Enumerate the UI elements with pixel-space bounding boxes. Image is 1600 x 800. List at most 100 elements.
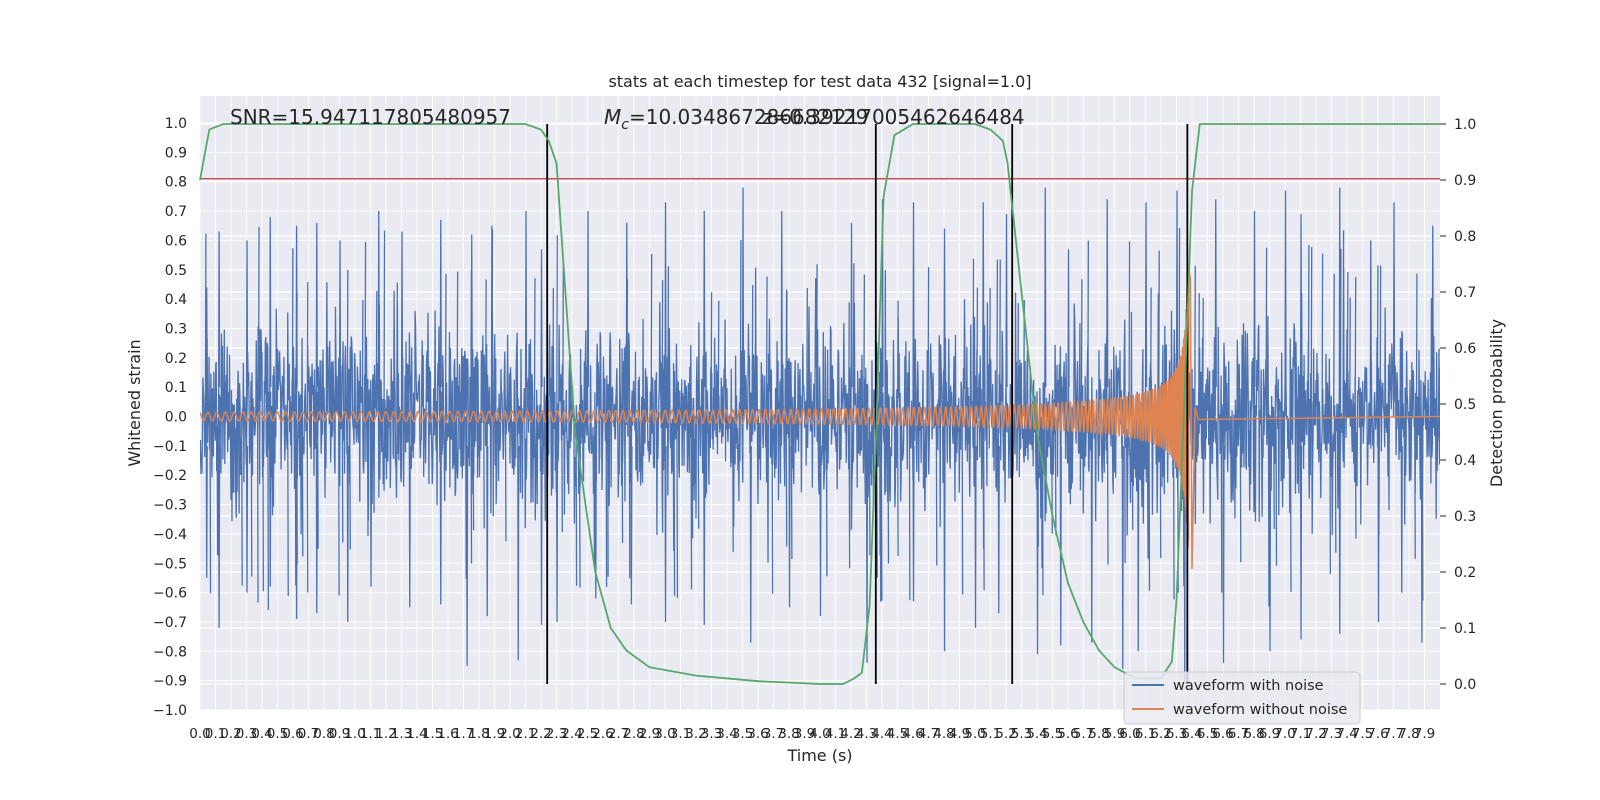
x-tick-19: 1.9 — [484, 726, 505, 742]
x-tick-17: 1.7 — [453, 726, 474, 742]
y-left-tick-15: 0.5 — [165, 263, 187, 279]
y-left-tick-2: −0.8 — [153, 644, 187, 660]
x-tick-3: 0.3 — [236, 726, 257, 742]
x-tick-65: 6.5 — [1197, 726, 1218, 742]
x-tick-6: 0.6 — [282, 726, 303, 742]
x-tick-75: 7.5 — [1352, 726, 1373, 742]
y-left-tick-16: 0.6 — [165, 233, 187, 249]
x-tick-63: 6.3 — [1166, 726, 1187, 742]
y-right-tick-1: 0.1 — [1454, 621, 1476, 637]
x-tick-11: 1.1 — [360, 726, 381, 742]
x-tick-12: 1.2 — [375, 726, 396, 742]
y-left-tick-1: −0.9 — [153, 674, 187, 690]
y-left-tick-3: −0.7 — [153, 615, 187, 631]
x-tick-74: 7.4 — [1336, 726, 1357, 742]
x-tick-71: 7.1 — [1290, 726, 1311, 742]
y-right-tick-2: 0.2 — [1454, 565, 1476, 581]
x-tick-4: 0.4 — [251, 726, 272, 742]
redshift-annotation: z=0.39217005462646484 — [762, 105, 1025, 129]
x-tick-33: 3.3 — [701, 726, 722, 742]
x-tick-70: 7.0 — [1274, 726, 1295, 742]
x-tick-68: 6.8 — [1243, 726, 1264, 742]
y-left-tick-14: 0.4 — [165, 292, 187, 308]
y-left-tick-10: 0.0 — [165, 410, 187, 426]
legend: waveform with noise waveform without noi… — [1123, 671, 1361, 725]
x-tick-69: 6.9 — [1259, 726, 1280, 742]
x-tick-27: 2.7 — [608, 726, 629, 742]
x-tick-8: 0.8 — [313, 726, 334, 742]
y-left-tick-4: −0.6 — [153, 586, 187, 602]
x-tick-18: 1.8 — [468, 726, 489, 742]
x-tick-10: 1.0 — [344, 726, 365, 742]
x-tick-57: 5.7 — [1073, 726, 1094, 742]
chirp-mass-annotation: Mc=10.034867286682129 — [604, 105, 868, 133]
x-tick-79: 7.9 — [1414, 726, 1435, 742]
x-tick-38: 3.8 — [778, 726, 799, 742]
noise-waveform — [200, 187, 1440, 684]
x-tick-78: 7.8 — [1398, 726, 1419, 742]
series-waveform-without-noise — [200, 269, 1440, 570]
x-tick-51: 5.1 — [980, 726, 1001, 742]
x-tick-54: 5.4 — [1026, 726, 1047, 742]
x-tick-40: 4.0 — [809, 726, 830, 742]
x-tick-28: 2.8 — [623, 726, 644, 742]
x-tick-50: 5.0 — [964, 726, 985, 742]
x-tick-56: 5.6 — [1057, 726, 1078, 742]
legend-box — [1123, 671, 1361, 725]
x-tick-55: 5.5 — [1042, 726, 1063, 742]
x-tick-53: 5.3 — [1011, 726, 1032, 742]
y-left-tick-9: −0.1 — [153, 439, 187, 455]
x-tick-62: 6.2 — [1150, 726, 1171, 742]
x-tick-23: 2.3 — [546, 726, 567, 742]
x-tick-15: 1.5 — [422, 726, 443, 742]
x-tick-34: 3.4 — [716, 726, 737, 742]
x-tick-47: 4.7 — [918, 726, 939, 742]
x-axis-label: Time (s) — [786, 746, 852, 765]
y-right-tick-5: 0.5 — [1454, 397, 1476, 413]
y-left-tick-6: −0.4 — [153, 527, 187, 543]
x-tick-26: 2.6 — [592, 726, 613, 742]
y-right-tick-10: 1.0 — [1454, 117, 1476, 133]
y-left-tick-17: 0.7 — [165, 204, 187, 220]
y-left-tick-8: −0.2 — [153, 468, 187, 484]
legend-label-noise: waveform with noise — [1173, 678, 1324, 694]
y-right-tick-6: 0.6 — [1454, 341, 1476, 357]
chart-title: stats at each timestep for test data 432… — [608, 72, 1031, 91]
x-tick-43: 4.3 — [856, 726, 877, 742]
x-tick-9: 0.9 — [329, 726, 350, 742]
x-tick-72: 7.2 — [1305, 726, 1326, 742]
x-tick-73: 7.3 — [1321, 726, 1342, 742]
y-right-tick-9: 0.9 — [1454, 173, 1476, 189]
y-right-tick-4: 0.4 — [1454, 453, 1476, 469]
x-tick-7: 0.7 — [298, 726, 319, 742]
y-axis-right-label: Detection probability — [1487, 319, 1506, 487]
y-left-tick-0: −1.0 — [153, 703, 187, 719]
x-tick-20: 2.0 — [499, 726, 520, 742]
x-tick-58: 5.8 — [1088, 726, 1109, 742]
y-left-tick-20: 1.0 — [165, 116, 187, 132]
x-tick-21: 2.1 — [515, 726, 536, 742]
y-axis-left-ticks: −1.0 −0.9 −0.8 −0.7 −0.6 −0.5 −0.4 −0.3 −0.2 −0.1… — [153, 116, 187, 719]
x-tick-48: 4.8 — [933, 726, 954, 742]
x-tick-59: 5.9 — [1104, 726, 1125, 742]
x-tick-46: 4.6 — [902, 726, 923, 742]
x-tick-42: 4.2 — [840, 726, 861, 742]
x-tick-29: 2.9 — [639, 726, 660, 742]
x-tick-25: 2.5 — [577, 726, 598, 742]
x-tick-44: 4.4 — [871, 726, 892, 742]
x-tick-64: 6.4 — [1181, 726, 1202, 742]
x-tick-31: 3.1 — [670, 726, 691, 742]
x-tick-61: 6.1 — [1135, 726, 1156, 742]
y-right-tick-3: 0.3 — [1454, 509, 1476, 525]
x-tick-36: 3.6 — [747, 726, 768, 742]
y-left-tick-11: 0.1 — [165, 380, 187, 396]
snr-annotation: SNR=15.947117805480957 — [230, 105, 511, 129]
x-tick-24: 2.4 — [561, 726, 582, 742]
y-left-tick-19: 0.9 — [165, 145, 187, 161]
x-tick-14: 1.4 — [406, 726, 427, 742]
clean-waveform — [200, 269, 1440, 570]
y-left-tick-12: 0.2 — [165, 351, 187, 367]
x-tick-22: 2.2 — [530, 726, 551, 742]
x-tick-0: 0.0 — [189, 726, 210, 742]
